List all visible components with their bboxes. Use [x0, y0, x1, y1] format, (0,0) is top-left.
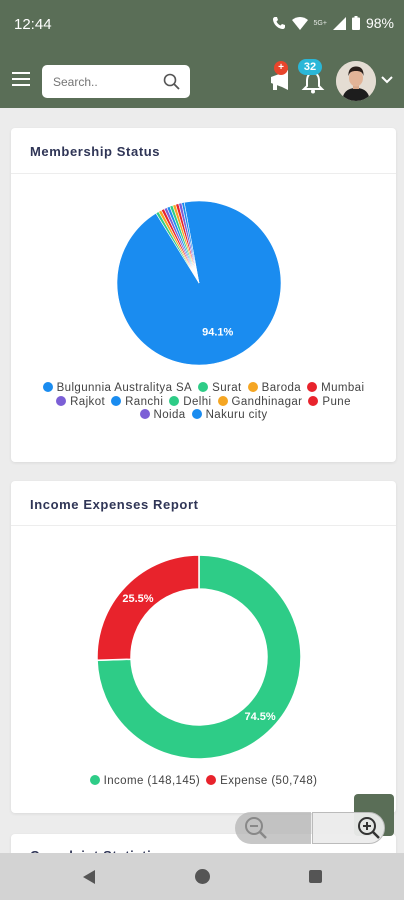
legend-item[interactable]: Income (148,145) [89, 775, 201, 789]
legend-item[interactable]: Noida [139, 409, 186, 423]
membership-legend: Bulgunnia Australitya SA Surat Baroda Mumba… [31, 382, 376, 423]
legend-item[interactable]: Gandhinagar [217, 395, 303, 410]
data-label: 25.5% [122, 593, 153, 605]
legend-swatch [206, 775, 217, 785]
app-header: + 32 [0, 52, 404, 108]
legend-swatch [308, 395, 319, 406]
card-title: Income Expenses Report [30, 497, 199, 512]
card-divider [11, 173, 396, 174]
zoom-in-button[interactable] [312, 812, 385, 844]
system-navigation-bar [0, 853, 404, 900]
zoom-controls [235, 812, 385, 844]
legend-item[interactable]: Delhi [169, 395, 212, 410]
membership-status-card: Membership Status 94.1% Bulgunnia Austra… [11, 128, 396, 462]
notification-count-badge: 32 [298, 59, 322, 75]
menu-icon[interactable] [12, 72, 30, 88]
legend-swatch [247, 382, 258, 392]
legend-swatch [139, 409, 150, 420]
legend-label: Baroda [261, 382, 302, 394]
legend-swatch [169, 395, 180, 406]
megaphone-icon[interactable] [268, 65, 294, 93]
legend-label: Expense (50,748) [220, 775, 318, 787]
legend-swatch [191, 409, 202, 420]
signal-icon [332, 16, 346, 30]
legend-label: Bulgunnia Australitya SA [56, 382, 193, 394]
wifi-icon [291, 16, 308, 30]
legend-label: Pune [322, 395, 351, 408]
status-bar: 12:44 5G+ 98% [0, 0, 404, 52]
zoom-in-icon [358, 817, 380, 839]
zoom-out-icon [245, 817, 267, 839]
data-label: 74.5% [244, 711, 275, 723]
home-icon[interactable] [195, 869, 210, 884]
income-legend: Income (148,145) Expense (50,748) [31, 775, 376, 789]
search-icon[interactable] [163, 73, 180, 90]
legend-swatch [307, 382, 318, 392]
legend-label: Rajkot [70, 395, 106, 408]
pie-slice-income[interactable] [96, 554, 302, 760]
search-box [42, 65, 190, 98]
legend-item[interactable]: Mumbai [307, 382, 364, 396]
battery-icon [351, 16, 360, 30]
legend-item[interactable]: Baroda [247, 382, 302, 396]
legend-item[interactable]: Expense (50,748) [206, 775, 317, 789]
legend-item[interactable]: Rajkot [56, 395, 106, 410]
search-input[interactable] [42, 65, 160, 98]
zoom-out-button[interactable] [235, 812, 311, 844]
legend-swatch [42, 382, 53, 392]
legend-item[interactable]: Nakuru city [191, 409, 268, 423]
legend-swatch [111, 395, 122, 406]
legend-swatch [89, 775, 100, 785]
income-expenses-card: Income Expenses Report 74.5% 25.5% Income… [11, 481, 396, 813]
legend-item[interactable]: Bulgunnia Australitya SA [42, 382, 193, 396]
membership-pie-chart: 94.1% [116, 200, 282, 366]
legend-label: Ranchi [125, 395, 164, 408]
announcement-badge: + [274, 61, 288, 75]
battery-level: 98% [365, 15, 394, 31]
income-donut-chart: 74.5% 25.5% [96, 554, 302, 760]
back-icon[interactable] [82, 869, 96, 885]
legend-item[interactable]: Surat [198, 382, 242, 396]
status-icons: 5G+ 98% [272, 15, 394, 31]
legend-swatch [198, 382, 209, 392]
legend-item[interactable]: Pune [308, 395, 351, 410]
legend-swatch [56, 395, 67, 406]
legend-label: Income (148,145) [103, 775, 201, 787]
card-divider [11, 525, 396, 526]
legend-item[interactable]: Ranchi [111, 395, 164, 410]
legend-label: Mumbai [321, 382, 365, 394]
pie-slice-expense[interactable] [96, 554, 200, 662]
avatar[interactable] [336, 61, 376, 101]
legend-swatch [217, 395, 228, 406]
data-label: 94.1% [202, 327, 233, 339]
legend-label: Gandhinagar [231, 395, 303, 408]
chevron-down-icon[interactable] [381, 76, 393, 84]
recent-apps-icon[interactable] [309, 870, 322, 883]
legend-label: Delhi [183, 395, 212, 408]
legend-label: Surat [212, 382, 242, 394]
card-title: Membership Status [30, 144, 161, 159]
legend-label: Nakuru city [205, 409, 268, 422]
pie-slice-nakuru-city[interactable] [181, 202, 200, 284]
call-icon [272, 17, 285, 29]
network-type: 5G+ [313, 19, 327, 27]
legend-label: Noida [153, 409, 186, 422]
status-time: 12:44 [14, 16, 52, 33]
